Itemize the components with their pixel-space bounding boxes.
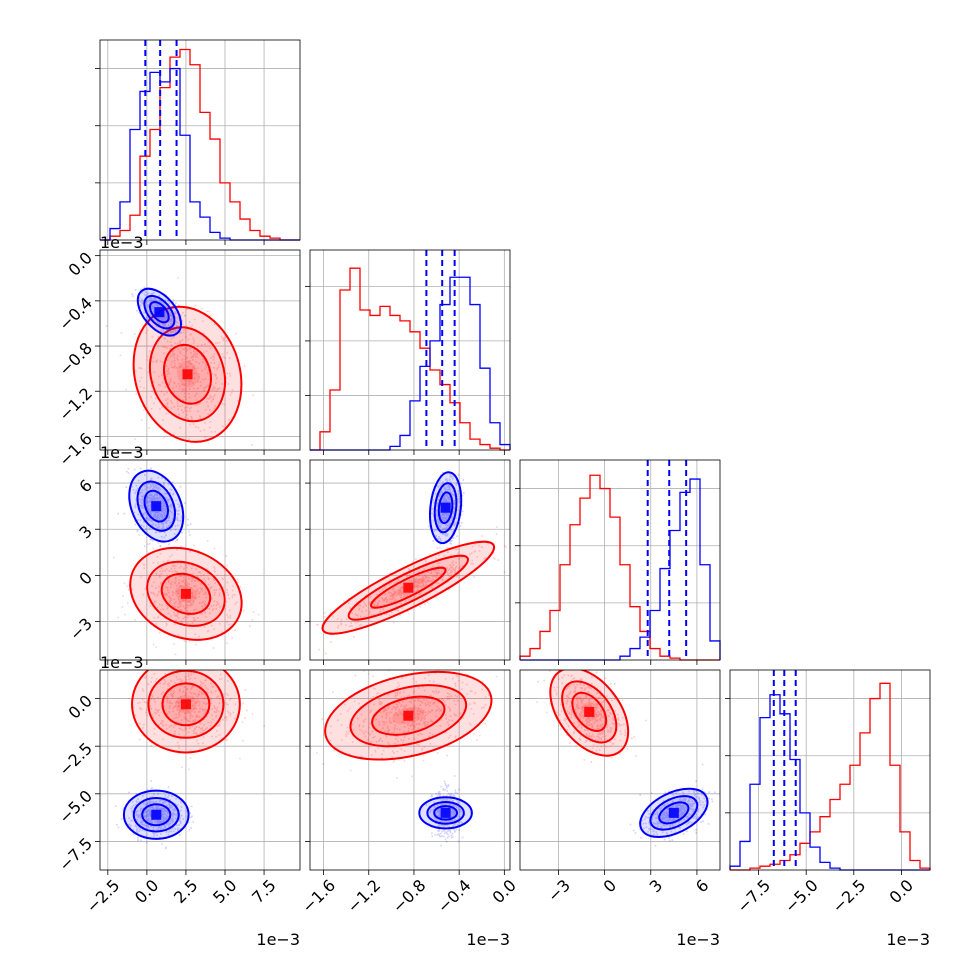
hist-2-series-red — [519, 474, 720, 661]
panel-3-0-xtick-label-4: 7.5 — [248, 876, 279, 907]
panel-3-0-xtick-label-0: −2.5 — [82, 876, 123, 917]
panel-3-2-blue-peak — [668, 807, 679, 818]
hist-3-xtick-label-2: −2.5 — [828, 876, 869, 917]
panel-3-2-x-offset-label: 1e−3 — [676, 930, 720, 949]
data-layer — [100, 40, 931, 871]
hist-3-x-offset-label: 1e−3 — [886, 930, 930, 949]
panel-3-0-ytick-label-2: −2.5 — [55, 739, 96, 780]
grid-layer — [100, 40, 930, 870]
hist-0-series-red — [100, 48, 300, 241]
panel-3-2-blue-samples — [629, 763, 716, 847]
hist-2-frame — [519, 459, 721, 661]
panel-2-0-plot-area — [113, 460, 260, 656]
panel-2-0-ytick-label-0: −3 — [66, 614, 96, 644]
panel-1-0-red-peak — [182, 369, 193, 380]
hist-1-series-red — [310, 267, 510, 451]
panel-1-0-ytick-label-0: −1.6 — [55, 429, 96, 470]
panel-2-0-ytick-label-2: 3 — [75, 522, 96, 543]
hist-2-series-blue — [520, 478, 721, 661]
panel-2-1-red-peak — [403, 582, 414, 593]
hist-3-frame — [729, 669, 931, 871]
panel-3-0-xtick-label-3: 5.0 — [209, 876, 240, 907]
panel-3-2-frame — [519, 669, 721, 871]
panel-3-0-frame — [99, 669, 301, 871]
panel-1-0-ytick-label-1: −1.2 — [55, 384, 96, 425]
panel-2-0-frame — [99, 459, 301, 661]
panel-3-2-xtick-label-3: 6 — [692, 876, 713, 897]
panel-1-0-ytick-label-2: −0.8 — [55, 339, 96, 380]
panel-3-0-xtick-label-2: 2.5 — [170, 876, 201, 907]
panel-3-2-plot-area — [536, 670, 716, 847]
panel-2-1-frame — [309, 459, 511, 661]
panel-3-0-ytick-label-3: 0.0 — [65, 691, 96, 722]
panel-3-1-xtick-label-1: −1.2 — [343, 876, 384, 917]
panel-3-2-red-peak — [584, 706, 595, 717]
panel-3-0-plot-area — [114, 670, 265, 850]
panel-3-0-y-offset-label: 1e−3 — [100, 653, 144, 672]
panel-3-0-red-peak — [180, 699, 191, 710]
panel-1-0-ytick-label-4: 0.0 — [65, 248, 96, 279]
panel-2-0-red-peak — [180, 588, 191, 599]
panel-3-0-xtick-label-1: 0.0 — [131, 876, 162, 907]
panel-2-0-y-offset-label: 1e−3 — [100, 443, 144, 462]
panel-1-0-blue-peak — [154, 307, 165, 318]
panel-3-2-red-samples — [536, 670, 647, 763]
panel-3-1-frame — [309, 669, 511, 871]
panel-3-1-plot-area — [316, 670, 498, 847]
panel-3-1-x-offset-label: 1e−3 — [466, 930, 510, 949]
hist-1-frame — [309, 249, 511, 451]
panel-2-0-blue-peak — [151, 501, 162, 512]
panel-3-1-red-samples — [316, 670, 498, 779]
panel-3-2-xtick-label-1: 0 — [600, 876, 621, 897]
hist-3-xtick-label-3: 0.0 — [886, 876, 917, 907]
panel-3-0-ytick-label-1: −5.0 — [55, 786, 96, 827]
panel-3-0-ytick-label-0: −7.5 — [55, 834, 96, 875]
panel-3-2-xtick-label-0: −3 — [544, 876, 574, 906]
panel-1-0-frame — [99, 249, 301, 451]
panel-2-1-blue-peak — [440, 502, 451, 513]
hist-0-frame — [99, 39, 301, 241]
panel-2-1-plot-area — [315, 471, 510, 655]
panel-3-1-xtick-label-2: −0.8 — [389, 876, 430, 917]
panel-3-1-xtick-label-4: 0.0 — [488, 876, 519, 907]
hist-3-xtick-label-0: −7.5 — [733, 876, 774, 917]
panel-3-1-xtick-label-3: −0.4 — [434, 876, 475, 917]
panel-2-0-ytick-label-1: 0 — [75, 568, 96, 589]
panel-2-0-ytick-label-3: 6 — [75, 476, 96, 497]
panel-3-0-x-offset-label: 1e−3 — [256, 930, 300, 949]
panel-3-1-red-peak — [403, 710, 414, 721]
panel-3-1-xtick-label-0: −1.6 — [298, 876, 339, 917]
panel-1-0-plot-area — [105, 277, 255, 450]
panel-1-0-ytick-label-3: −0.4 — [55, 293, 96, 334]
panel-3-0-red-contour-0 — [131, 670, 241, 754]
hist-3-xtick-label-1: −5.0 — [781, 876, 822, 917]
panel-1-0-y-offset-label: 1e−3 — [100, 233, 144, 252]
panel-3-0-blue-peak — [151, 809, 162, 820]
panel-3-1-blue-peak — [440, 807, 451, 818]
hist-3-series-red — [730, 682, 931, 871]
panel-3-2-xtick-label-2: 3 — [646, 876, 667, 897]
